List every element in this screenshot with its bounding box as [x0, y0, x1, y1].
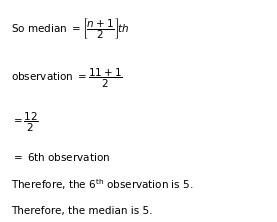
Text: $=\dfrac{12}{2}$: $=\dfrac{12}{2}$ — [11, 111, 39, 134]
Text: Therefore, the median is 5.: Therefore, the median is 5. — [11, 206, 153, 216]
Text: $=$ 6th observation: $=$ 6th observation — [11, 151, 110, 163]
Text: observation $=\dfrac{11+1}{2}$: observation $=\dfrac{11+1}{2}$ — [11, 67, 123, 90]
Text: So median $= \left[\dfrac{n+1}{2}\right]\!th$: So median $= \left[\dfrac{n+1}{2}\right]… — [11, 16, 129, 41]
Text: Therefore, the $6^{\rm th}$ observation is 5.: Therefore, the $6^{\rm th}$ observation … — [11, 178, 194, 192]
